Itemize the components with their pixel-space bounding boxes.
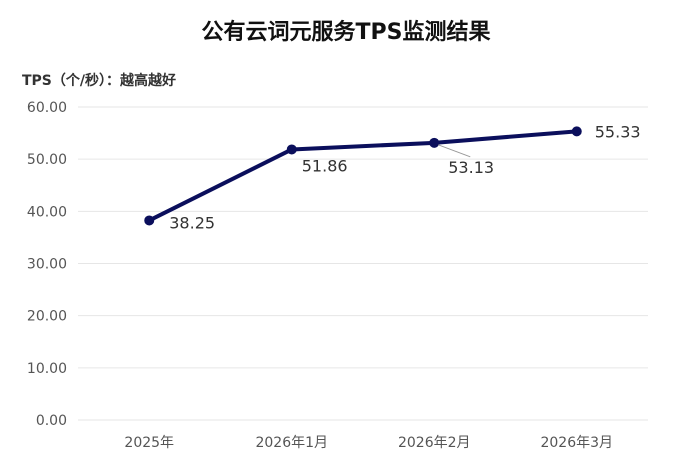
x-tick-label: 2026年2月 (398, 435, 471, 451)
y-axis-title: TPS（个/秒）：越高越好 (22, 73, 177, 89)
x-tick-label: 2025年 (124, 435, 174, 451)
data-point[interactable] (429, 137, 440, 148)
y-tick-label: 50.00 (27, 152, 67, 168)
y-tick-label: 40.00 (27, 204, 67, 220)
x-tick-label: 2026年1月 (255, 435, 328, 451)
y-tick-label: 30.00 (27, 257, 67, 273)
data-label: 51.86 (302, 156, 348, 175)
x-tick-label: 2026年3月 (540, 435, 613, 451)
y-tick-label: 10.00 (27, 361, 67, 377)
y-tick-label: 20.00 (27, 309, 67, 325)
data-label: 53.13 (448, 158, 494, 177)
data-label: 55.33 (595, 122, 641, 141)
data-point[interactable] (571, 126, 582, 137)
data-point[interactable] (144, 215, 155, 226)
data-label-leader (438, 144, 471, 158)
data-label: 38.25 (169, 213, 215, 232)
series-line (147, 129, 579, 223)
chart-title: 公有云词元服务TPS监测结果 (201, 20, 491, 45)
y-tick-label: 0.00 (36, 413, 67, 429)
y-tick-label: 60.00 (27, 100, 67, 116)
data-point[interactable] (286, 144, 297, 155)
